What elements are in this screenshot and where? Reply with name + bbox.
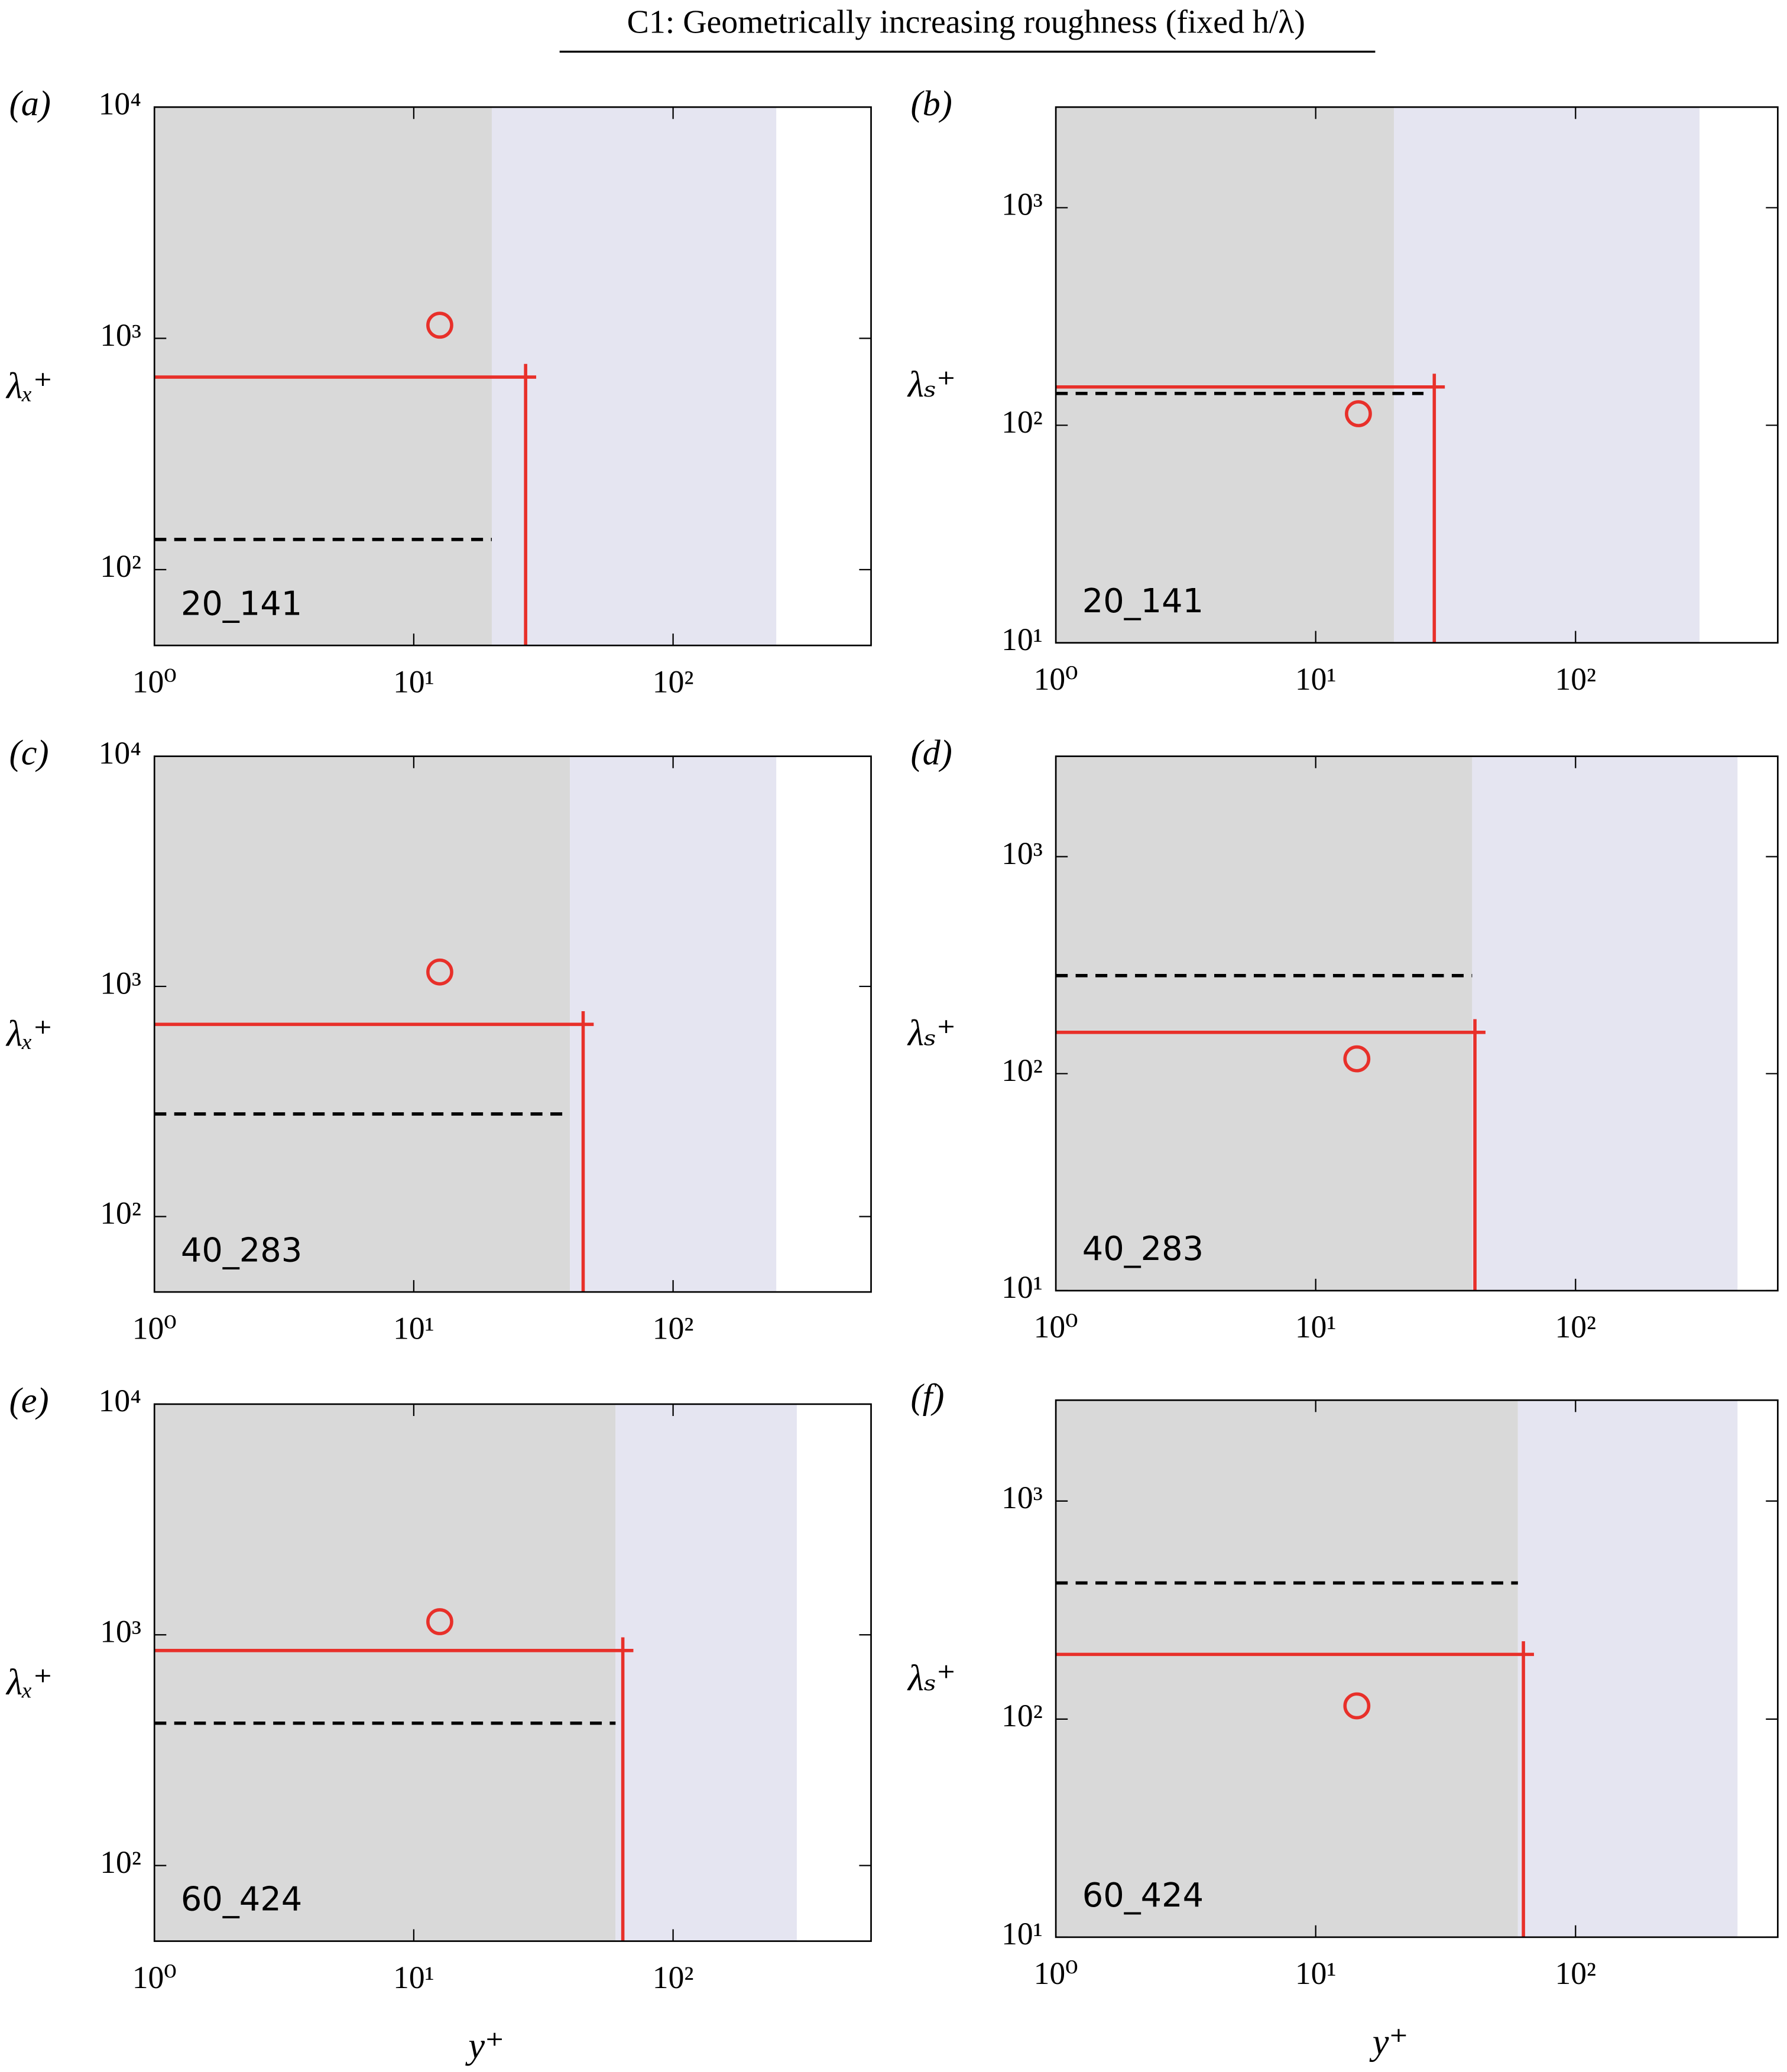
plot-frame (1055, 755, 1779, 1292)
peak-marker (1345, 400, 1372, 427)
x-tick-label: 10¹ (393, 664, 434, 699)
shaded-region (1394, 107, 1700, 643)
peak-marker (426, 1608, 453, 1635)
peak-marker (1343, 1692, 1371, 1720)
case-label: 20_141 (1082, 582, 1204, 621)
x-tick-label: 10² (653, 1310, 694, 1346)
y-tick-label: 10¹ (1001, 1916, 1043, 1951)
x-tick-label: 10¹ (1295, 1309, 1337, 1344)
case-label: 60_424 (181, 1881, 302, 1919)
case-label: 60_424 (1082, 1876, 1204, 1915)
y-tick-label: 10³ (1001, 836, 1043, 871)
peak-marker (1343, 1045, 1371, 1073)
x-tick-label: 10¹ (1295, 1956, 1337, 1991)
y-tick-label: 10² (100, 548, 141, 584)
x-tick-label: 10⁰ (1034, 661, 1078, 697)
y-axis-label: λₓ⁺ (5, 365, 53, 406)
plot-frame (1055, 1399, 1779, 1938)
plot-frame (1055, 106, 1779, 644)
y-tick-label: 10¹ (1001, 622, 1043, 657)
x-tick-label: 10⁰ (1034, 1309, 1078, 1344)
panel-label: (c) (9, 733, 49, 773)
x-tick-label: 10⁰ (132, 664, 177, 699)
y-tick-label: 10² (100, 1196, 141, 1231)
x-tick-label: 10⁰ (132, 1310, 177, 1346)
x-tick-label: 10¹ (1295, 661, 1337, 697)
y-axis-label: λₛ⁺ (907, 363, 956, 405)
panel-label: (d) (911, 733, 952, 773)
y-tick-label: 10⁴ (99, 86, 141, 122)
x-tick-label: 10² (1555, 661, 1596, 697)
y-tick-label: 10² (1001, 404, 1043, 440)
shaded-region (1056, 756, 1473, 1291)
y-tick-label: 10⁴ (99, 735, 141, 771)
x-axis-label: y⁺ (465, 2025, 504, 2066)
y-tick-label: 10¹ (1001, 1269, 1043, 1305)
plot-frame (153, 1403, 872, 1942)
panel: 10⁰ 10¹ 10² 10² 10³ 10⁴ (a) λₓ⁺ 20_141 (5, 84, 872, 699)
y-tick-label: 10³ (100, 1614, 141, 1649)
case-label: 20_141 (181, 584, 302, 623)
y-tick-label: 10⁴ (99, 1383, 141, 1418)
x-axis-label: y⁺ (1369, 2021, 1409, 2062)
x-tick-label: 10² (653, 1960, 694, 1995)
shaded-region (1056, 107, 1394, 643)
y-tick-label: 10³ (1001, 187, 1043, 222)
x-tick-label: 10⁰ (1034, 1956, 1078, 1991)
x-tick-label: 10¹ (393, 1960, 434, 1995)
case-label: 40_283 (181, 1231, 302, 1269)
panel: 10⁰ 10¹ 10² 10² 10³ 10⁴ (c) λₓ⁺ 40_283 (5, 733, 872, 1346)
panel-label: (f) (911, 1377, 945, 1417)
panel-label: (b) (911, 84, 952, 124)
x-tick-label: 10² (1555, 1956, 1596, 1991)
y-tick-label: 10² (1001, 1698, 1043, 1733)
y-tick-label: 10³ (1001, 1480, 1043, 1515)
x-tick-label: 10² (1555, 1309, 1596, 1344)
figure-title: C1: Geometrically increasing roughness (… (627, 4, 1305, 41)
panel: 10⁰ 10¹ 10² 10² 10³ 10⁴ (e) λₓ⁺ 60_424 y⁺ (5, 1381, 872, 2066)
x-tick-label: 10¹ (393, 1310, 434, 1346)
y-tick-label: 10² (100, 1844, 141, 1880)
y-axis-label: λₓ⁺ (5, 1013, 53, 1054)
x-tick-label: 10⁰ (132, 1960, 177, 1995)
y-tick-label: 10³ (100, 317, 141, 353)
peak-marker (426, 958, 453, 986)
y-axis-label: λₓ⁺ (5, 1661, 53, 1703)
panel: 10⁰ 10¹ 10² 10¹ 10² 10³ (d) λₛ⁺ 40_283 (907, 733, 1779, 1344)
plot-frame (153, 106, 872, 647)
shaded-region (1472, 756, 1738, 1291)
shaded-region (491, 107, 777, 646)
shaded-region (154, 1404, 616, 1941)
shaded-region (615, 1404, 797, 1941)
panel: 10⁰ 10¹ 10² 10¹ 10² 10³ (b) λₛ⁺ 20_141 (907, 84, 1779, 697)
shaded-region (1056, 1400, 1518, 1937)
panel: 10⁰ 10¹ 10² 10¹ 10² 10³ (f) λₛ⁺ 60_424 y⁺ (907, 1377, 1779, 2062)
panel-label: (e) (9, 1381, 49, 1421)
y-axis-label: λₛ⁺ (907, 1012, 956, 1053)
x-tick-label: 10² (653, 664, 694, 699)
shaded-region (570, 756, 777, 1292)
panel-label: (a) (9, 84, 51, 124)
peak-marker (426, 311, 453, 339)
y-axis-label: λₛ⁺ (907, 1657, 956, 1698)
y-tick-label: 10³ (100, 965, 141, 1001)
y-tick-label: 10² (1001, 1053, 1043, 1088)
plot-frame (153, 755, 872, 1293)
case-label: 40_283 (1082, 1230, 1204, 1268)
shaded-region (1517, 1400, 1738, 1937)
